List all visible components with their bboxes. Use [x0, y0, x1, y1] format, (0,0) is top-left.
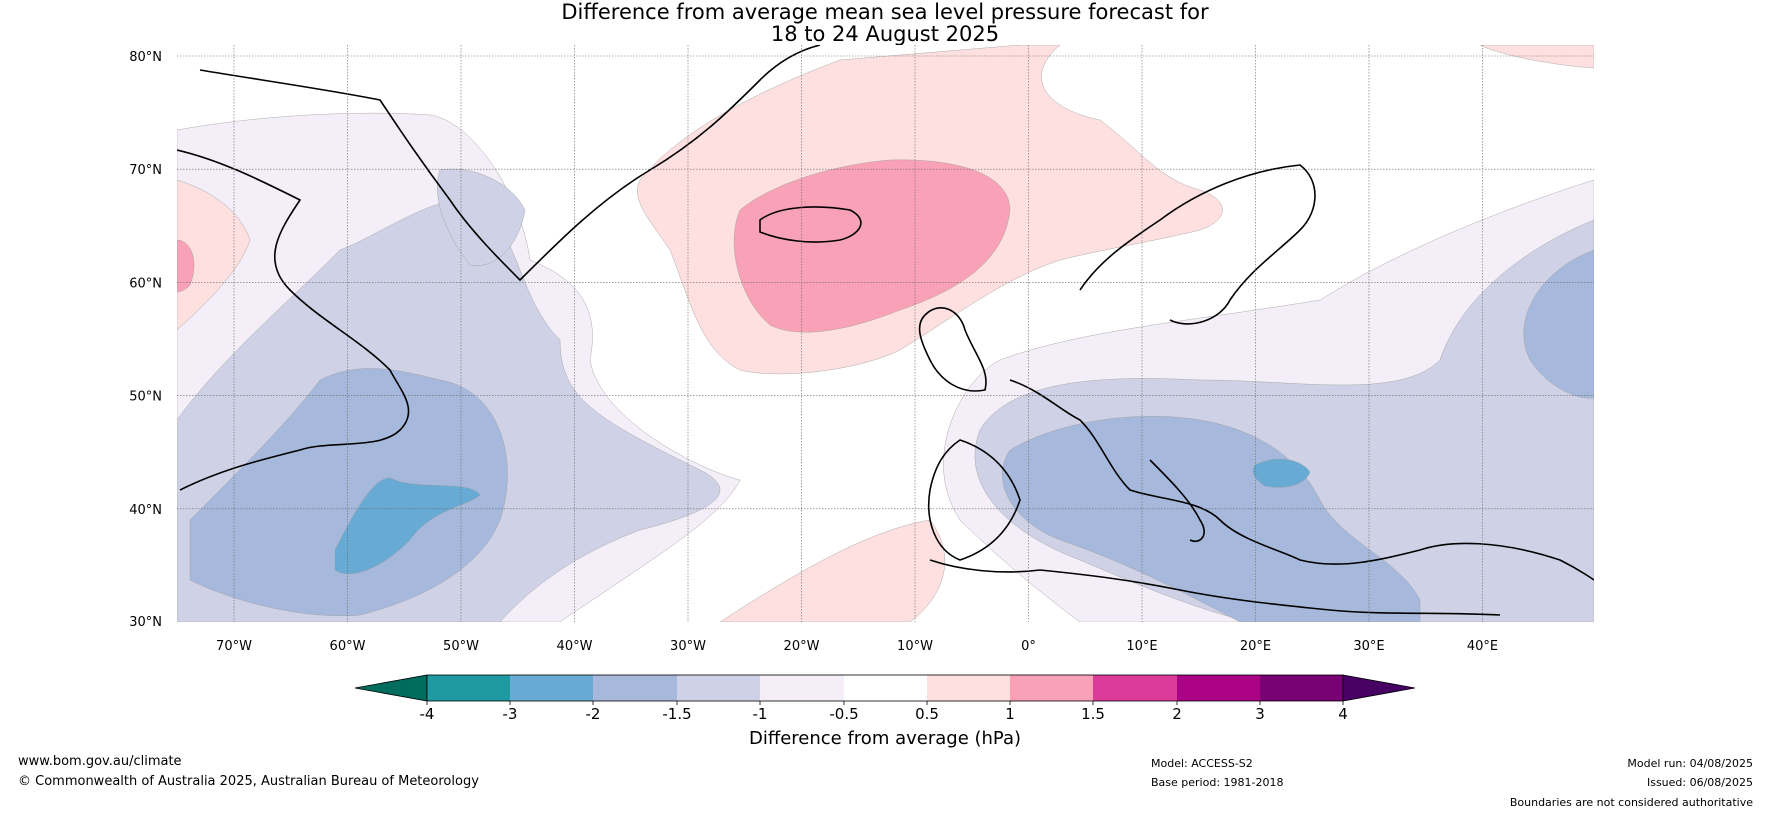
- longitude-label: 50°W: [443, 639, 479, 654]
- colorbar-swatch: [844, 675, 927, 701]
- colorbar: -4 -3 -2 -1.5 -1 -0.5 0.5 1 1.5 2 3 4: [354, 674, 1416, 723]
- colorbar-arrow-high: [1342, 674, 1416, 702]
- scandinavia-coast: [1079, 164, 1316, 325]
- latitude-label: 40°N: [129, 503, 162, 518]
- model-text: Model: ACCESS-S2: [1151, 757, 1253, 770]
- colorbar-swatch: [1177, 675, 1260, 701]
- colorbar-tick-label: 1.5: [1081, 705, 1105, 723]
- iberia-coast: [928, 439, 1021, 561]
- longitude-label: 40°E: [1467, 639, 1498, 654]
- colorbar-swatch: [677, 675, 760, 701]
- colorbar-tick-label: 1: [1005, 705, 1015, 723]
- colorbar-swatch: [1010, 675, 1093, 701]
- longitude-label: 40°W: [557, 639, 593, 654]
- latitude-labels: 80°N 70°N 60°N 50°N 40°N 30°N: [129, 50, 162, 630]
- colorbar-outline: [426, 674, 1344, 702]
- disclaimer-text: Boundaries are not considered authoritat…: [1509, 796, 1753, 809]
- anomaly-region-neg2-newfoundland: [334, 478, 481, 574]
- colorbar-tick-label: 2: [1172, 705, 1182, 723]
- anomaly-region-pos1-iceland: [733, 159, 1011, 333]
- longitude-label: 10°W: [897, 639, 933, 654]
- copyright-text: © Commonwealth of Australia 2025, Austra…: [18, 774, 479, 789]
- map-title-line2: 18 to 24 August 2025: [770, 22, 1000, 46]
- colorbar-swatch: [1093, 675, 1177, 701]
- colorbar-swatch: [510, 675, 593, 701]
- latitude-label: 70°N: [129, 163, 162, 178]
- anomaly-region-pos05-arctic: [1479, 45, 1594, 69]
- anomaly-region-neg15-west: [189, 368, 508, 616]
- colorbar-swatch: [927, 675, 1010, 701]
- colorbar-tick-label: -0.5: [829, 705, 858, 723]
- anomaly-region-neg15-far-east: [1523, 249, 1594, 399]
- longitude-label: 0°: [1021, 639, 1036, 654]
- colorbar-arrow-low: [354, 674, 428, 702]
- longitude-label: 20°W: [784, 639, 820, 654]
- colorbar-swatch: [593, 675, 677, 701]
- longitude-label: 70°W: [216, 639, 252, 654]
- colorbar-label: Difference from average (hPa): [749, 728, 1021, 749]
- anomaly-region-pos05-azores: [719, 519, 946, 622]
- anomaly-region-neg2-balkans: [1252, 458, 1311, 488]
- colorbar-tick-label: -1: [753, 705, 768, 723]
- longitude-label: 10°E: [1126, 639, 1157, 654]
- longitude-labels: 70°W 60°W 50°W 40°W 30°W 20°W 10°W 0° 10°E 20°E 30…: [216, 639, 1498, 654]
- latitude-label: 50°N: [129, 390, 162, 405]
- colorbar-swatch: [1260, 675, 1343, 701]
- anomaly-field: [177, 45, 1594, 622]
- colorbar-tick-label: -2: [586, 705, 601, 723]
- longitude-label: 30°E: [1353, 639, 1384, 654]
- website-text: www.bom.gov.au/climate: [18, 754, 182, 769]
- colorbar-swatch: [760, 675, 844, 701]
- italy-coast: [1149, 459, 1205, 542]
- greenland-coast: [199, 45, 821, 282]
- europe-coast: [1009, 379, 1594, 581]
- anomaly-region-pos05-canada: [177, 179, 251, 331]
- canada-coast: [177, 149, 410, 491]
- model-run-text: Model run: 04/08/2025: [1627, 757, 1753, 770]
- anomaly-region-neg15-east: [1002, 416, 1421, 622]
- latitude-label: 30°N: [129, 615, 162, 630]
- latitude-label: 80°N: [129, 50, 162, 65]
- colorbar-tick-label: -1.5: [662, 705, 691, 723]
- colorbar-tick-label: -3: [503, 705, 518, 723]
- longitude-label: 20°E: [1240, 639, 1271, 654]
- longitude-label: 30°W: [670, 639, 706, 654]
- colorbar-tick-label: -4: [420, 705, 435, 723]
- map-title-line1: Difference from average mean sea level p…: [561, 0, 1209, 24]
- base-period-text: Base period: 1981-2018: [1151, 776, 1284, 789]
- graticule: [177, 45, 1594, 622]
- latitude-label: 60°N: [129, 276, 162, 291]
- colorbar-tick-label: 3: [1255, 705, 1265, 723]
- britain-coast: [918, 306, 987, 392]
- colorbar-tick-label: 0.5: [915, 705, 939, 723]
- longitude-label: 60°W: [330, 639, 366, 654]
- iceland-coast: [759, 206, 862, 243]
- colorbar-tick-label: 4: [1338, 705, 1348, 723]
- colorbar-swatch: [427, 675, 510, 701]
- coastlines: [177, 45, 1594, 616]
- issued-text: Issued: 06/08/2025: [1646, 776, 1753, 789]
- africa-coast: [929, 559, 1501, 616]
- anomaly-region-pos1-labrador: [177, 239, 195, 293]
- anomaly-region-neg1-greenland: [437, 168, 526, 266]
